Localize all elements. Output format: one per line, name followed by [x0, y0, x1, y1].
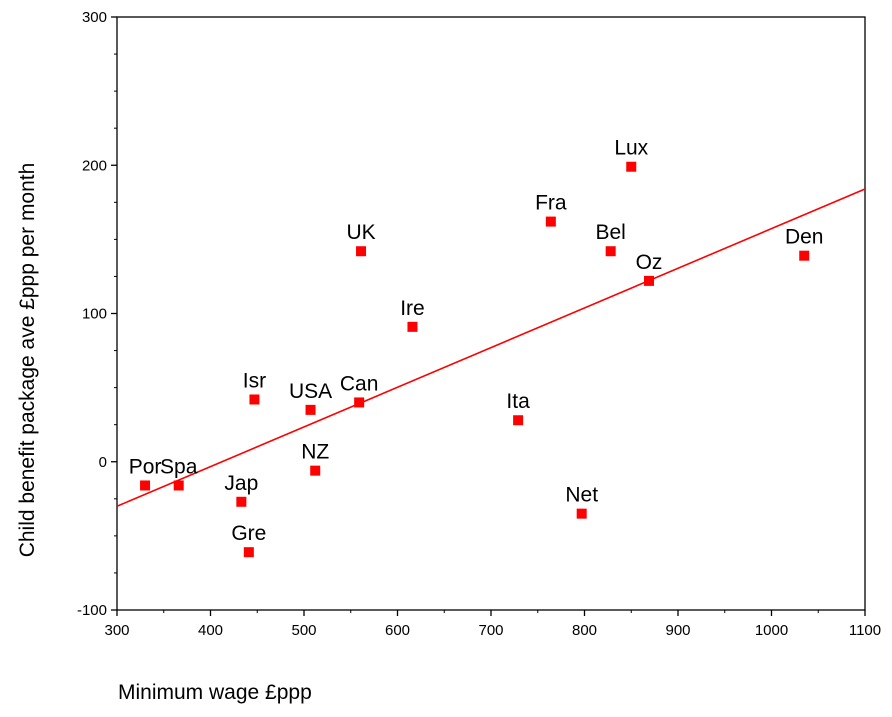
x-tick-label: 800	[572, 622, 597, 639]
point-label-nz: NZ	[301, 441, 329, 464]
point-label-ire: Ire	[400, 297, 425, 320]
data-point-lux	[626, 161, 637, 172]
x-tick-label: 900	[665, 622, 690, 639]
data-point-ire	[407, 321, 418, 332]
y-tick-label: 200	[82, 157, 107, 174]
point-label-por: Por	[129, 455, 162, 478]
y-tick-label: 300	[82, 9, 107, 26]
point-label-isr: Isr	[243, 369, 266, 392]
point-label-net: Net	[565, 484, 598, 507]
y-tick-label: 100	[82, 306, 107, 323]
point-label-usa: USA	[289, 380, 332, 403]
x-tick-label: 1100	[849, 622, 881, 639]
data-point-jap	[236, 496, 247, 507]
x-tick-label: 1000	[755, 622, 788, 639]
y-axis-label: Child benefit package ave £ppp per month	[16, 163, 39, 558]
point-label-fra: Fra	[535, 192, 567, 215]
data-point-can	[354, 397, 365, 408]
data-point-gre	[243, 547, 254, 558]
ticks: -100 0 100 200 300 300 400 500 600 700 800 900 1000 1…	[77, 9, 881, 639]
data-point-bel	[605, 246, 616, 257]
y-tick-label: 0	[99, 454, 107, 471]
x-tick-label: 300	[104, 622, 129, 639]
plot-frame	[116, 16, 866, 611]
point-label-lux: Lux	[614, 137, 648, 160]
data-point-oz	[644, 275, 655, 286]
x-tick-label: 500	[291, 622, 316, 639]
x-tick-label: 400	[198, 622, 223, 639]
data-point-den	[799, 250, 810, 261]
point-label-ita: Ita	[506, 390, 530, 413]
data-point-net	[576, 508, 587, 519]
data-point-por	[140, 480, 151, 491]
axes	[116, 16, 866, 611]
fit-line-group	[116, 188, 866, 507]
point-label-can: Can	[340, 372, 379, 395]
data-point-spa	[173, 480, 184, 491]
y-tick-label: -100	[77, 602, 107, 619]
data-point-fra	[545, 216, 556, 227]
point-label-gre: Gre	[231, 522, 266, 545]
x-axis-label: Minimum wage £ppp	[118, 681, 312, 704]
point-label-bel: Bel	[596, 221, 626, 244]
point-label-oz: Oz	[636, 251, 663, 274]
point-label-uk: UK	[346, 221, 375, 244]
data-point-isr	[249, 394, 260, 405]
point-label-jap: Jap	[224, 472, 258, 495]
x-tick-label: 600	[385, 622, 410, 639]
data-point-usa	[305, 404, 316, 415]
data-point-ita	[513, 415, 524, 426]
data-point-nz	[310, 465, 321, 476]
point-label-spa: Spa	[160, 455, 198, 478]
x-tick-label: 700	[478, 622, 503, 639]
point-label-den: Den	[785, 226, 824, 249]
data-point-uk	[356, 246, 367, 257]
fit-line	[116, 188, 866, 507]
